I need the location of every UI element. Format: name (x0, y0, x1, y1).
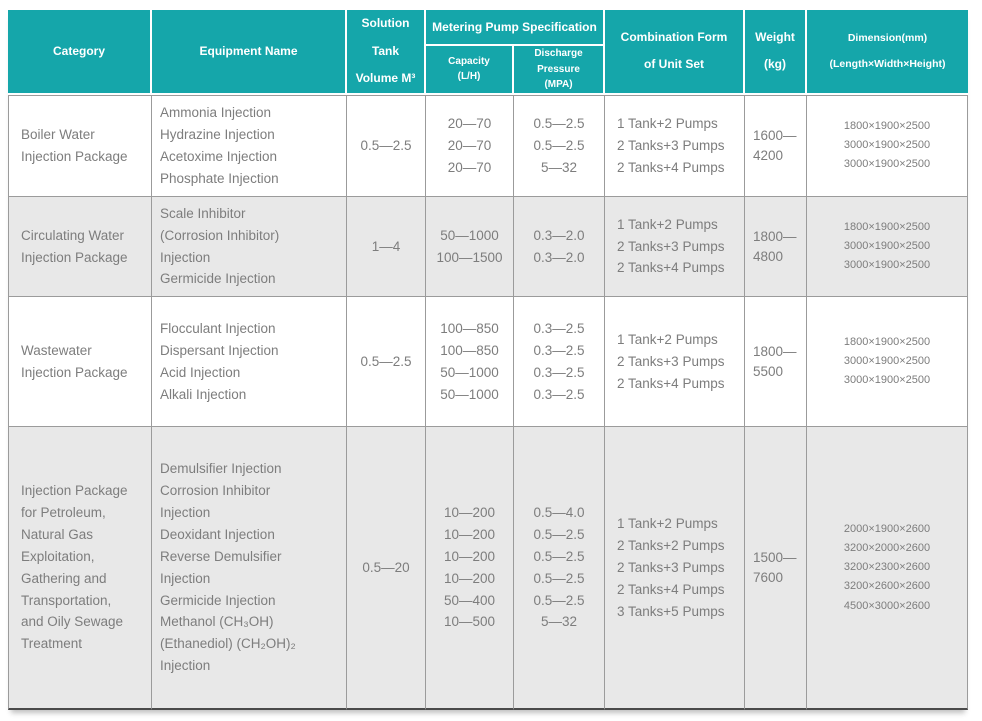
header-solution-tank: Solution Tank Volume M³ (347, 10, 426, 95)
cell-dimension: 2000×1900×2600 3200×2000×2600 3200×2300×… (807, 427, 969, 711)
cell-combination: 1 Tank+2 Pumps 2 Tanks+3 Pumps 2 Tanks+4… (605, 196, 746, 298)
cell-dimension: 1800×1900×2500 3000×1900×2500 3000×1900×… (807, 196, 969, 298)
cell-capacity: 10—200 10—200 10—200 10—200 50—400 10—50… (426, 427, 514, 711)
table-body: Boiler Water Injection Package Ammonia I… (8, 94, 969, 711)
header-metering-pump-spec: Metering Pump Specification (426, 10, 606, 47)
cell-equipment: Demulsifier Injection Corrosion Inhibito… (152, 427, 347, 711)
header-capacity: Capacity (L/H) (426, 46, 514, 95)
cell-category: Wastewater Injection Package (8, 297, 152, 428)
cell-combination: 1 Tank+2 Pumps 2 Tanks+2 Pumps 2 Tanks+3… (605, 427, 746, 711)
cell-equipment: Flocculant Injection Dispersant Injectio… (152, 297, 347, 428)
header-dimension: Dimension(mm) (Length×Width×Height) (807, 10, 969, 95)
cell-tank-volume: 0.5—20 (347, 427, 426, 711)
cell-category: Injection Package for Petroleum, Natural… (8, 427, 152, 711)
cell-equipment: Ammonia Injection Hydrazine Injection Ac… (152, 94, 347, 197)
cell-discharge: 0.5—2.5 0.5—2.5 5—32 (514, 94, 606, 197)
cell-discharge: 0.5—4.0 0.5—2.5 0.5—2.5 0.5—2.5 0.5—2.5 … (514, 427, 606, 711)
header-discharge-pressure: Discharge Pressure (MPA) (514, 46, 606, 95)
cell-capacity: 50—1000 100—1500 (426, 196, 514, 298)
table-row-wastewater: Wastewater Injection Package Flocculant … (8, 297, 969, 428)
equipment-spec-table: Category Equipment Name Solution Tank Vo… (8, 10, 969, 711)
cell-capacity: 100—850 100—850 50—1000 50—1000 (426, 297, 514, 428)
table-row-petroleum: Injection Package for Petroleum, Natural… (8, 427, 969, 711)
cell-combination: 1 Tank+2 Pumps 2 Tanks+3 Pumps 2 Tanks+4… (605, 94, 746, 197)
header-category: Category (8, 10, 152, 95)
cell-tank-volume: 0.5—2.5 (347, 94, 426, 197)
table-header: Category Equipment Name Solution Tank Vo… (8, 10, 969, 95)
header-equipment-name: Equipment Name (152, 10, 347, 95)
table-row-boiler-water: Boiler Water Injection Package Ammonia I… (8, 94, 969, 197)
cell-dimension: 1800×1900×2500 3000×1900×2500 3000×1900×… (807, 94, 969, 197)
cell-dimension: 1800×1900×2500 3000×1900×2500 3000×1900×… (807, 297, 969, 428)
cell-tank-volume: 0.5—2.5 (347, 297, 426, 428)
cell-weight: 1600— 4200 (745, 94, 808, 197)
cell-tank-volume: 1—4 (347, 196, 426, 298)
cell-capacity: 20—70 20—70 20—70 (426, 94, 514, 197)
header-combination-form: Combination Form of Unit Set (605, 10, 746, 95)
cell-weight: 1800— 5500 (745, 297, 808, 428)
cell-discharge: 0.3—2.5 0.3—2.5 0.3—2.5 0.3—2.5 (514, 297, 606, 428)
cell-category: Circulating Water Injection Package (8, 196, 152, 298)
cell-weight: 1800— 4800 (745, 196, 808, 298)
cell-discharge: 0.3—2.0 0.3—2.0 (514, 196, 606, 298)
cell-weight: 1500— 7600 (745, 427, 808, 711)
cell-combination: 1 Tank+2 Pumps 2 Tanks+3 Pumps 2 Tanks+4… (605, 297, 746, 428)
table-row-circulating-water: Circulating Water Injection Package Scal… (8, 196, 969, 298)
header-weight: Weight (kg) (745, 10, 808, 95)
cell-equipment: Scale Inhibitor (Corrosion Inhibitor) In… (152, 196, 347, 298)
cell-category: Boiler Water Injection Package (8, 94, 152, 197)
